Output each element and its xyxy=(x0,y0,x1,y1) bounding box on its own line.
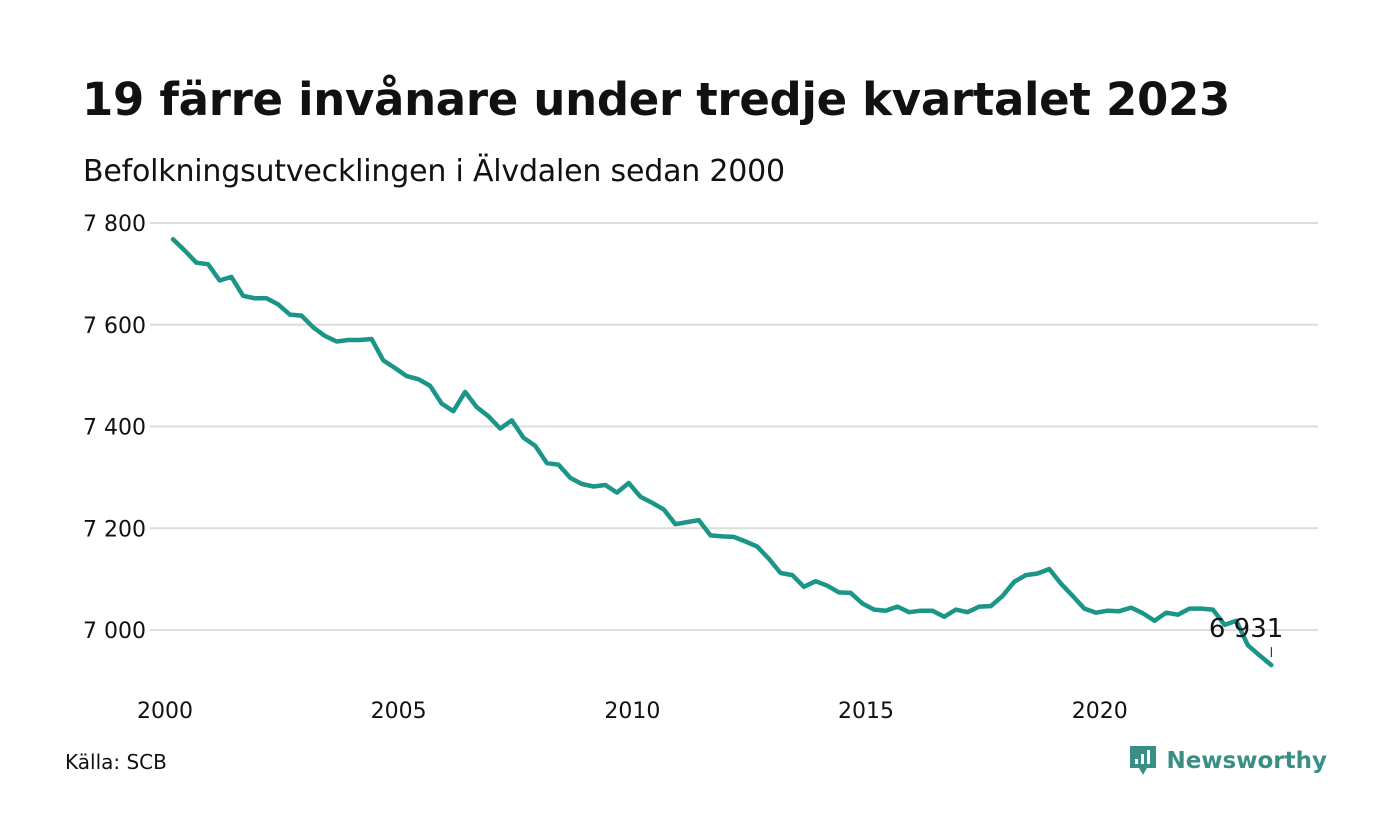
y-tick-label: 7 400 xyxy=(83,416,146,441)
chart-subtitle: Befolkningsutvecklingen i Älvdalen sedan… xyxy=(83,154,785,189)
y-tick-label: 7 200 xyxy=(83,517,146,542)
x-tick-label: 2000 xyxy=(137,699,193,724)
brand-logo: Newsworthy xyxy=(1128,744,1327,778)
x-tick-label: 2020 xyxy=(1072,699,1128,724)
newsworthy-logo-icon xyxy=(1130,746,1157,775)
y-tick-label: 7 600 xyxy=(83,314,146,339)
population-line xyxy=(170,237,1274,668)
last-value-label: 6 931 xyxy=(1209,614,1283,644)
x-tick-label: 2010 xyxy=(604,699,660,724)
y-tick-label: 7 800 xyxy=(83,212,146,237)
chart-title: 19 färre invånare under tredje kvartalet… xyxy=(82,73,1231,126)
brand-name: Newsworthy xyxy=(1166,748,1327,774)
y-tick-label: 7 000 xyxy=(83,619,146,644)
x-tick-label: 2015 xyxy=(838,699,894,724)
source-note: Källa: SCB xyxy=(65,750,167,774)
x-tick-label: 2005 xyxy=(371,699,427,724)
